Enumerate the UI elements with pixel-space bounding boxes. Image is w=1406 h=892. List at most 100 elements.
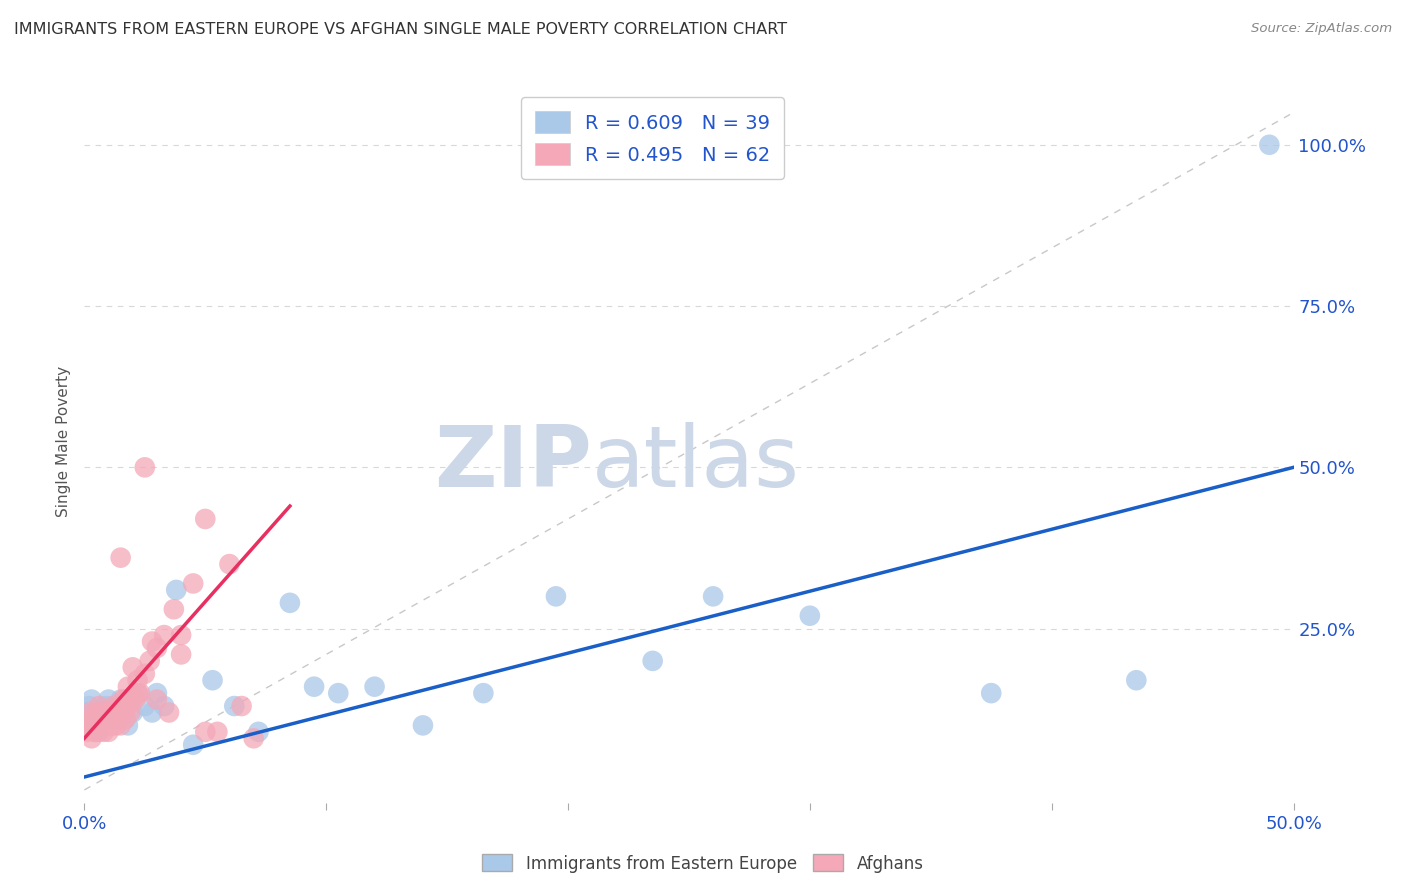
Point: [146, 686, 169, 700]
Point: [110, 718, 132, 732]
Point: [83, 718, 105, 732]
Point: [80, 692, 103, 706]
Point: [90, 706, 112, 720]
Point: [302, 680, 325, 694]
Legend: R = 0.609   N = 39, R = 0.495   N = 62: R = 0.609 N = 39, R = 0.495 N = 62: [522, 97, 785, 179]
Text: Source: ZipAtlas.com: Source: ZipAtlas.com: [1251, 22, 1392, 36]
Text: IMMIGRANTS FROM EASTERN EUROPE VS AFGHAN SINGLE MALE POVERTY CORRELATION CHART: IMMIGRANTS FROM EASTERN EUROPE VS AFGHAN…: [14, 22, 787, 37]
Point: [114, 712, 136, 726]
Point: [77, 699, 100, 714]
Point: [412, 718, 434, 732]
Point: [121, 706, 143, 720]
Point: [207, 724, 229, 739]
Point: [153, 699, 176, 714]
Point: [231, 699, 253, 714]
Point: [218, 557, 240, 571]
Point: [94, 718, 117, 732]
Point: [242, 731, 264, 746]
Point: [117, 718, 139, 732]
Point: [181, 576, 204, 591]
Point: [97, 724, 120, 739]
Point: [103, 712, 125, 726]
Legend: Immigrants from Eastern Europe, Afghans: Immigrants from Eastern Europe, Afghans: [475, 847, 931, 880]
Point: [1125, 673, 1147, 688]
Point: [94, 699, 117, 714]
Point: [114, 692, 136, 706]
Point: [83, 712, 105, 726]
Point: [328, 686, 350, 700]
Point: [146, 692, 169, 706]
Point: [107, 699, 129, 714]
Point: [76, 706, 98, 720]
Point: [86, 706, 108, 720]
Point: [114, 712, 136, 726]
Point: [224, 699, 246, 714]
Point: [80, 718, 103, 732]
Y-axis label: Single Male Poverty: Single Male Poverty: [56, 366, 72, 517]
Point: [641, 654, 664, 668]
Point: [83, 724, 105, 739]
Text: atlas: atlas: [592, 422, 800, 505]
Point: [1258, 137, 1281, 152]
Point: [100, 718, 122, 732]
Point: [90, 718, 112, 732]
Text: ZIP: ZIP: [434, 422, 592, 505]
Point: [90, 706, 112, 720]
Point: [170, 648, 193, 662]
Point: [170, 628, 193, 642]
Point: [87, 699, 110, 714]
Point: [799, 608, 821, 623]
Point: [100, 706, 122, 720]
Point: [121, 692, 143, 706]
Point: [93, 706, 115, 720]
Point: [181, 738, 204, 752]
Point: [153, 628, 176, 642]
Point: [87, 712, 110, 726]
Point: [278, 596, 301, 610]
Point: [138, 654, 160, 668]
Point: [120, 706, 142, 720]
Point: [127, 673, 149, 688]
Point: [194, 512, 217, 526]
Point: [87, 724, 110, 739]
Point: [93, 712, 115, 726]
Point: [129, 686, 152, 700]
Point: [544, 590, 567, 604]
Point: [363, 680, 385, 694]
Point: [112, 692, 135, 706]
Point: [77, 706, 100, 720]
Point: [247, 724, 270, 739]
Point: [110, 692, 132, 706]
Point: [146, 640, 169, 655]
Point: [702, 590, 724, 604]
Point: [472, 686, 495, 700]
Point: [86, 712, 108, 726]
Point: [104, 699, 127, 714]
Point: [76, 712, 98, 726]
Point: [107, 712, 129, 726]
Point: [110, 699, 132, 714]
Point: [80, 731, 103, 746]
Point: [93, 724, 115, 739]
Point: [134, 666, 156, 681]
Point: [201, 673, 224, 688]
Point: [86, 724, 108, 739]
Point: [134, 699, 156, 714]
Point: [94, 706, 117, 720]
Point: [76, 724, 98, 739]
Point: [103, 699, 125, 714]
Point: [117, 699, 139, 714]
Point: [77, 718, 100, 732]
Point: [97, 712, 120, 726]
Point: [104, 706, 127, 720]
Point: [124, 692, 146, 706]
Point: [110, 550, 132, 565]
Point: [165, 582, 187, 597]
Point: [127, 686, 149, 700]
Point: [134, 460, 156, 475]
Point: [127, 686, 149, 700]
Point: [117, 680, 139, 694]
Point: [163, 602, 186, 616]
Point: [97, 692, 120, 706]
Point: [980, 686, 1002, 700]
